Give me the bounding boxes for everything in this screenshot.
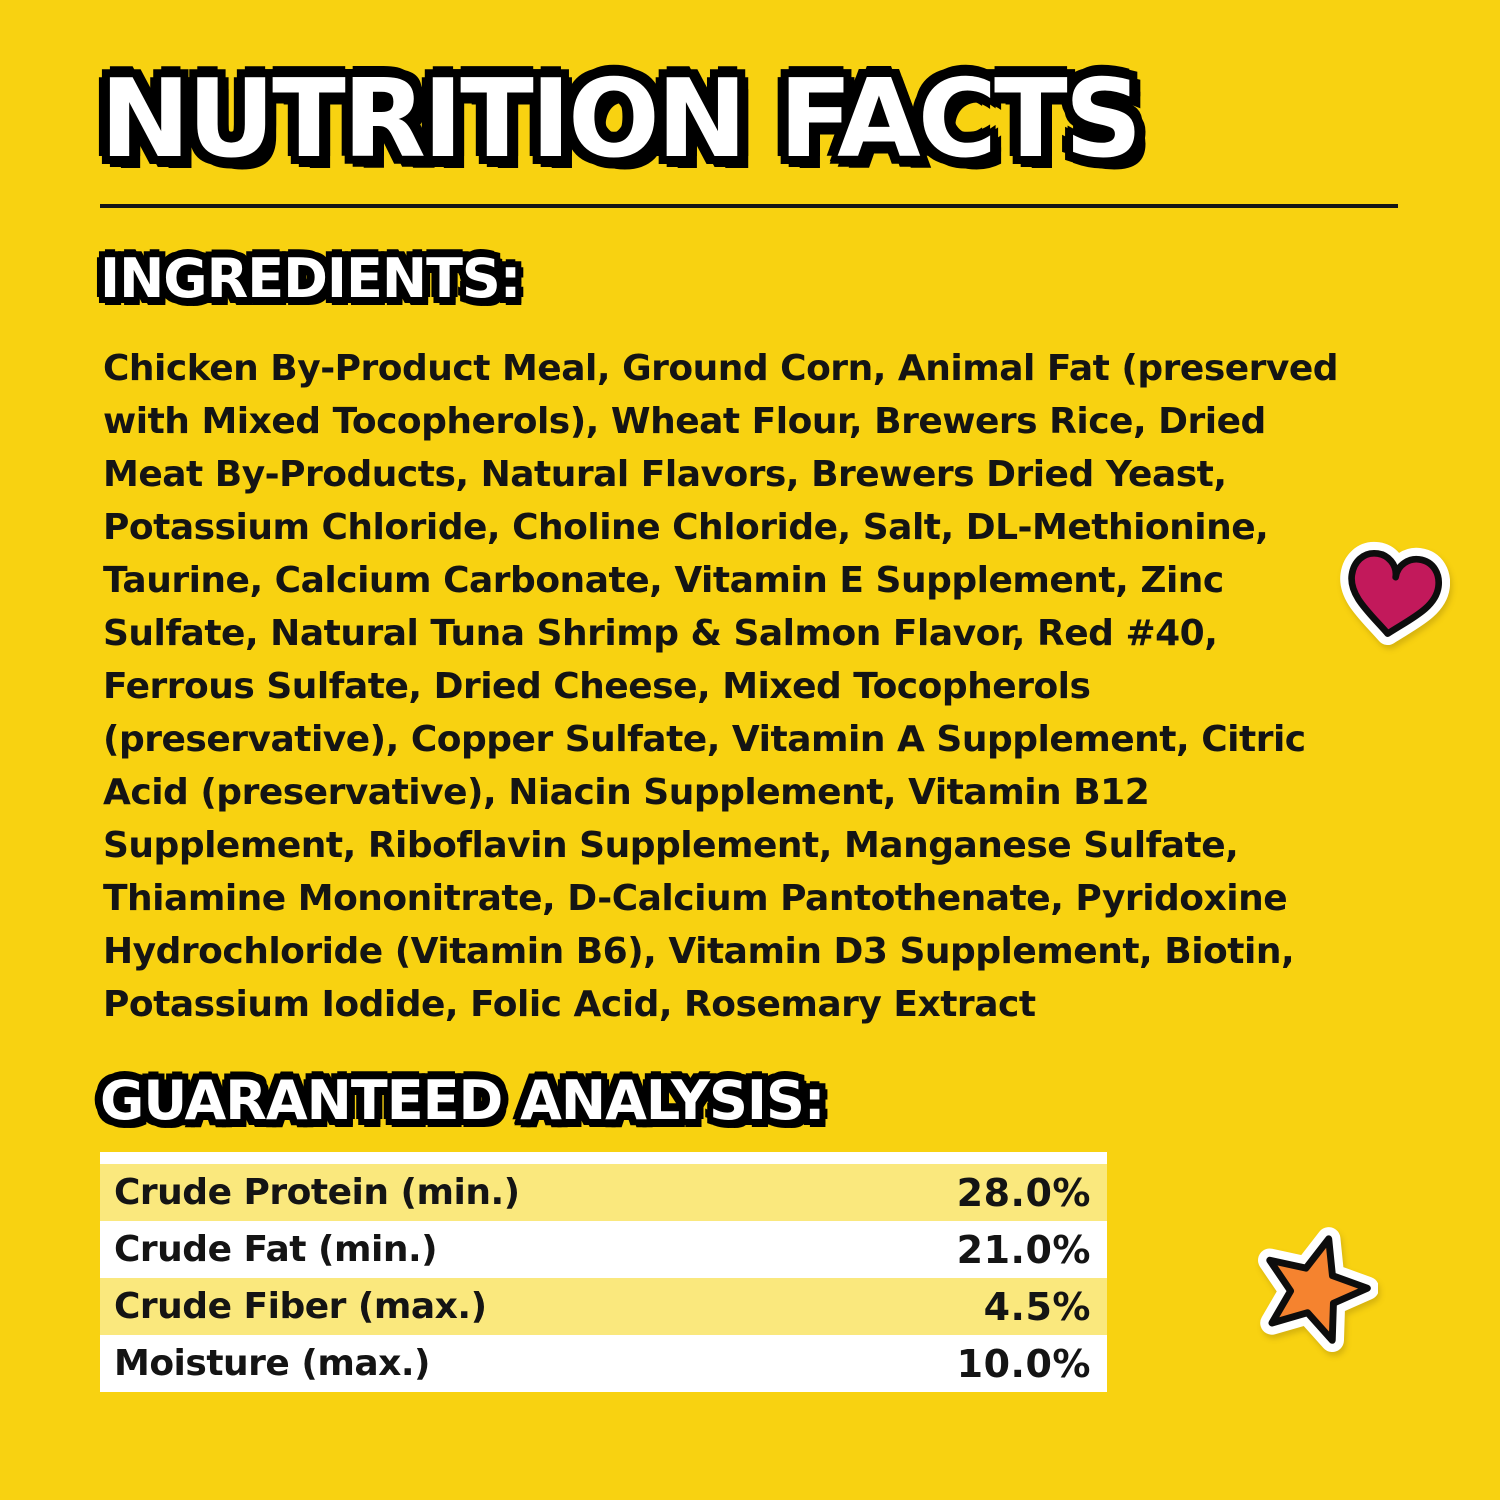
row-label: Crude Fat (min.) xyxy=(114,1229,438,1270)
table-row-moisture: Moisture (max.) 10.0% xyxy=(100,1335,1107,1392)
row-value: 21.0% xyxy=(956,1227,1091,1272)
row-label: Moisture (max.) xyxy=(114,1343,430,1384)
row-label: Crude Protein (min.) xyxy=(114,1172,520,1213)
page-title: NUTRITION FACTS xyxy=(100,66,1142,175)
ingredients-heading: INGREDIENTS: xyxy=(100,252,521,307)
ingredients-text: Chicken By-Product Meal, Ground Corn, An… xyxy=(103,348,1339,1025)
title-divider xyxy=(100,204,1398,208)
table-row-crude-protein: Crude Protein (min.) 28.0% xyxy=(100,1164,1107,1221)
table-row-crude-fiber: Crude Fiber (max.) 4.5% xyxy=(100,1278,1107,1335)
row-value: 4.5% xyxy=(983,1284,1091,1329)
star-icon xyxy=(1258,1227,1378,1352)
guaranteed-analysis-heading: GUARANTEED ANALYSIS: xyxy=(100,1074,825,1129)
guaranteed-analysis-table: Crude Protein (min.) 28.0% Crude Fat (mi… xyxy=(100,1152,1107,1392)
table-row-crude-fat: Crude Fat (min.) 21.0% xyxy=(100,1221,1107,1278)
row-value: 28.0% xyxy=(956,1170,1091,1215)
row-label: Crude Fiber (max.) xyxy=(114,1286,487,1327)
row-value: 10.0% xyxy=(956,1341,1091,1386)
heart-icon xyxy=(1340,541,1450,646)
